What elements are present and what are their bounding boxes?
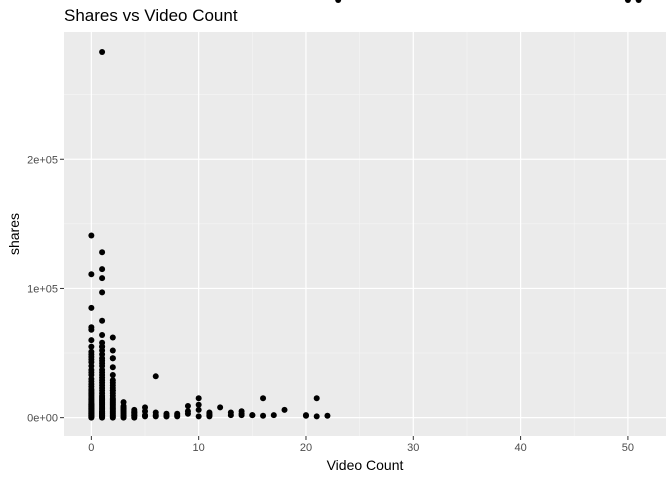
data-point <box>206 412 213 419</box>
data-point <box>184 410 191 417</box>
data-point <box>302 412 309 419</box>
data-point <box>174 413 181 420</box>
data-point <box>142 412 149 419</box>
x-tick-label: 20 <box>300 442 312 454</box>
data-point <box>260 412 267 419</box>
x-tick-label: 0 <box>88 442 94 454</box>
data-point <box>184 403 191 410</box>
data-point <box>635 0 642 3</box>
data-point <box>88 343 95 350</box>
data-point <box>109 414 116 421</box>
data-point <box>335 0 342 3</box>
data-point <box>270 412 277 419</box>
x-tick-label: 50 <box>622 442 634 454</box>
data-point <box>624 0 631 3</box>
data-point <box>163 413 170 420</box>
data-point <box>152 373 159 380</box>
data-point <box>88 337 95 344</box>
data-point <box>88 414 95 421</box>
data-point <box>217 404 224 411</box>
data-point <box>281 406 288 413</box>
data-point <box>238 410 245 417</box>
data-point <box>99 343 106 350</box>
data-point <box>99 289 106 296</box>
x-tick-label: 30 <box>407 442 419 454</box>
chart-title: Shares vs Video Count <box>64 6 238 25</box>
data-point <box>88 271 95 278</box>
data-point <box>88 326 95 333</box>
data-point <box>99 266 106 273</box>
data-point <box>195 395 202 402</box>
panel-background <box>64 32 666 436</box>
data-point <box>109 372 116 379</box>
y-axis-label: shares <box>6 213 22 255</box>
data-point <box>99 317 106 324</box>
data-point <box>152 412 159 419</box>
data-point <box>109 355 116 362</box>
axis-ticks: 0 10 20 30 40 50 0e+00 1e+05 2e+05 <box>27 154 634 454</box>
data-point <box>109 334 116 341</box>
x-tick-label: 40 <box>514 442 526 454</box>
data-point <box>99 275 106 282</box>
x-axis-label: Video Count <box>327 457 404 473</box>
data-point <box>99 414 106 421</box>
data-point <box>88 232 95 239</box>
y-tick-label: 1e+05 <box>27 283 58 295</box>
data-point <box>120 414 127 421</box>
data-point <box>324 412 331 419</box>
data-point <box>195 413 202 420</box>
data-point <box>120 399 127 406</box>
data-point <box>88 304 95 311</box>
x-tick-label: 10 <box>193 442 205 454</box>
data-points <box>88 0 642 421</box>
y-tick-label: 0e+00 <box>27 413 58 425</box>
data-point <box>99 49 106 56</box>
data-point <box>195 401 202 408</box>
grid-lines <box>64 32 666 436</box>
data-point <box>109 387 116 394</box>
data-point <box>260 395 267 402</box>
data-point <box>109 364 116 371</box>
data-point <box>313 395 320 402</box>
data-point <box>195 406 202 413</box>
data-point <box>131 412 138 419</box>
y-tick-label: 2e+05 <box>27 154 58 166</box>
data-point <box>109 347 116 354</box>
data-point <box>227 412 234 419</box>
data-point <box>120 406 127 413</box>
data-point <box>99 331 106 338</box>
data-point <box>99 249 106 256</box>
data-point <box>249 412 256 419</box>
data-point <box>313 413 320 420</box>
